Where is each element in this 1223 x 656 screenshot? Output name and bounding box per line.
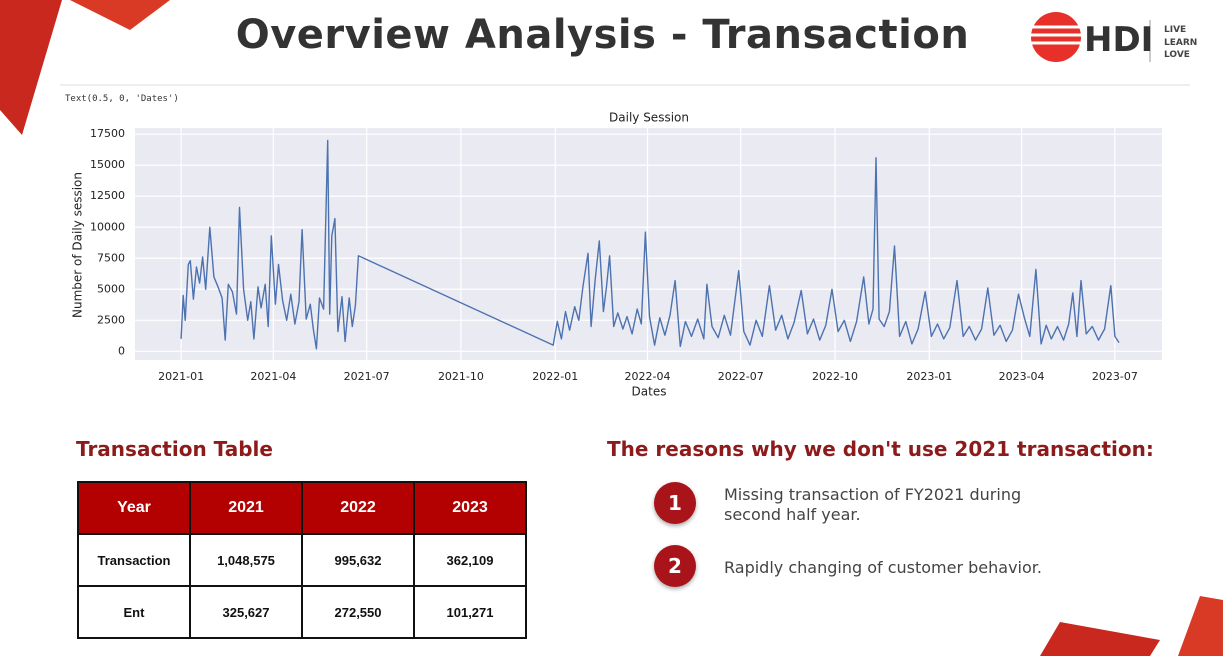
- x-tick-label: 2023-01: [906, 370, 952, 383]
- x-tick-label: 2021-07: [344, 370, 390, 383]
- tagline-word: LEARN: [1164, 37, 1198, 48]
- y-tick-label: 12500: [90, 189, 125, 202]
- table-row: Ent 325,627 272,550 101,271: [77, 585, 527, 639]
- table-cell: 101,271: [413, 585, 527, 639]
- y-tick-label: 7500: [97, 251, 125, 264]
- table-cell: 325,627: [189, 585, 303, 639]
- reason-text: Rapidly changing of customer behavior.: [724, 558, 1042, 577]
- corner-shape: [70, 0, 170, 30]
- tagline-word: LIVE: [1164, 25, 1187, 35]
- table-cell: 2022: [301, 481, 415, 535]
- table-cell: 272,550: [301, 585, 415, 639]
- y-tick-label: 0: [118, 344, 125, 357]
- x-tick-label: 2021-04: [250, 370, 296, 383]
- tagline-word: LOVE: [1164, 50, 1190, 60]
- chart: Daily Session Dates Number of Daily sess…: [71, 111, 1162, 399]
- y-tick-label: 15000: [90, 158, 125, 171]
- y-tick-label: 17500: [90, 127, 125, 140]
- table-cell: Transaction: [77, 533, 191, 587]
- x-tick-label: 2022-04: [624, 370, 670, 383]
- reason-number: 2: [654, 545, 696, 587]
- output-text: Text(0.5, 0, 'Dates'): [65, 94, 179, 104]
- reasons-title: The reasons why we don't use 2021 transa…: [607, 437, 1154, 461]
- y-tick-label: 10000: [90, 220, 125, 233]
- reason-text: Missing transaction of FY2021 during sec…: [724, 485, 1022, 524]
- x-tick-label: 2022-10: [812, 370, 858, 383]
- x-tick-label: 2022-01: [532, 370, 578, 383]
- plot-area: [135, 128, 1162, 360]
- series-line: [180, 139, 1120, 350]
- table-cell: 2021: [189, 481, 303, 535]
- y-axis-label: Number of Daily session: [71, 172, 85, 318]
- table-title: Transaction Table: [76, 437, 273, 461]
- x-tick-label: 2022-07: [718, 370, 764, 383]
- table-cell: Year: [77, 481, 191, 535]
- table-cell: 1,048,575: [189, 533, 303, 587]
- reason-number: 1: [654, 482, 696, 524]
- table-cell: 995,632: [301, 533, 415, 587]
- table-row: Transaction 1,048,575 995,632 362,109: [77, 533, 527, 587]
- x-axis-label: Dates: [632, 385, 667, 399]
- y-tick-label: 2500: [97, 313, 125, 326]
- table-cell: 2023: [413, 481, 527, 535]
- table-cell: 362,109: [413, 533, 527, 587]
- table-row: Year 2021 2022 2023: [77, 481, 527, 535]
- y-tick-label: 5000: [97, 282, 125, 295]
- slide-title: Overview Analysis - Transaction: [235, 12, 970, 58]
- corner-shape: [1178, 596, 1223, 656]
- chart-title: Daily Session: [609, 111, 689, 125]
- corner-shape: [1040, 622, 1160, 656]
- x-tick-label: 2023-07: [1092, 370, 1138, 383]
- x-tick-label: 2021-10: [438, 370, 484, 383]
- transaction-table: Year 2021 2022 2023 Transaction 1,048,575 995,…: [77, 481, 527, 639]
- logo-text: HDI: [1084, 20, 1154, 60]
- x-tick-label: 2023-04: [999, 370, 1045, 383]
- table-cell: Ent: [77, 585, 191, 639]
- x-tick-label: 2021-01: [158, 370, 204, 383]
- logo-mark: [1030, 12, 1151, 62]
- corner-shape: [0, 0, 62, 135]
- logo-tagline: LIVE LEARN LOVE: [1164, 24, 1197, 62]
